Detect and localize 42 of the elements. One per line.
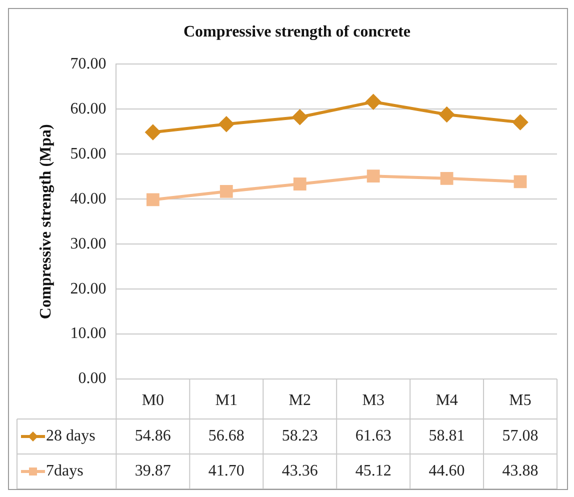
point (512, 114, 528, 130)
x-tick-label: M1 (215, 392, 238, 409)
data-label: 43.88 (502, 462, 538, 480)
y-tick-label: 40.00 (70, 190, 106, 208)
point (220, 185, 233, 198)
y-tick-label: 20.00 (70, 280, 106, 298)
point (514, 175, 527, 188)
data-label: 45.12 (355, 462, 392, 480)
x-tick-label: M0 (142, 392, 164, 409)
x-tick-label: M5 (509, 392, 532, 409)
y-tick-label: 30.00 (70, 235, 106, 252)
point (440, 172, 454, 185)
point (439, 107, 454, 122)
y-tick-label: 50.00 (70, 145, 106, 162)
y-tick-label: 0.00 (78, 370, 106, 388)
point (218, 116, 234, 132)
chart-title: Compressive strength of concrete (183, 24, 411, 41)
legend-label: 7days (46, 462, 84, 480)
data-label: 44.60 (428, 462, 465, 480)
y-tick-label: 10.00 (70, 325, 106, 342)
data-label: 61.63 (355, 428, 392, 445)
point (366, 94, 381, 110)
data-label: 43.36 (282, 462, 318, 480)
point (366, 170, 380, 183)
data-label: 39.87 (134, 462, 171, 480)
point (293, 178, 306, 190)
y-tick-label: 60.00 (70, 100, 106, 118)
legend-label: 28 days (46, 428, 96, 445)
data-label: 58.81 (428, 428, 465, 445)
y-axis-title: Compressive strength (Mpa) (38, 124, 55, 320)
data-label: 41.70 (208, 462, 244, 480)
y-tick-label: 70.00 (70, 55, 106, 72)
data-label: 57.08 (502, 428, 538, 445)
x-tick-label: M3 (362, 392, 384, 409)
data-label: 54.86 (134, 428, 171, 445)
data-label: 56.68 (208, 428, 244, 445)
x-tick-label: M4 (436, 392, 458, 409)
point (292, 110, 308, 125)
point (145, 124, 160, 140)
point (146, 193, 160, 206)
x-tick-label: M2 (288, 392, 311, 409)
data-label: 58.23 (282, 428, 318, 445)
